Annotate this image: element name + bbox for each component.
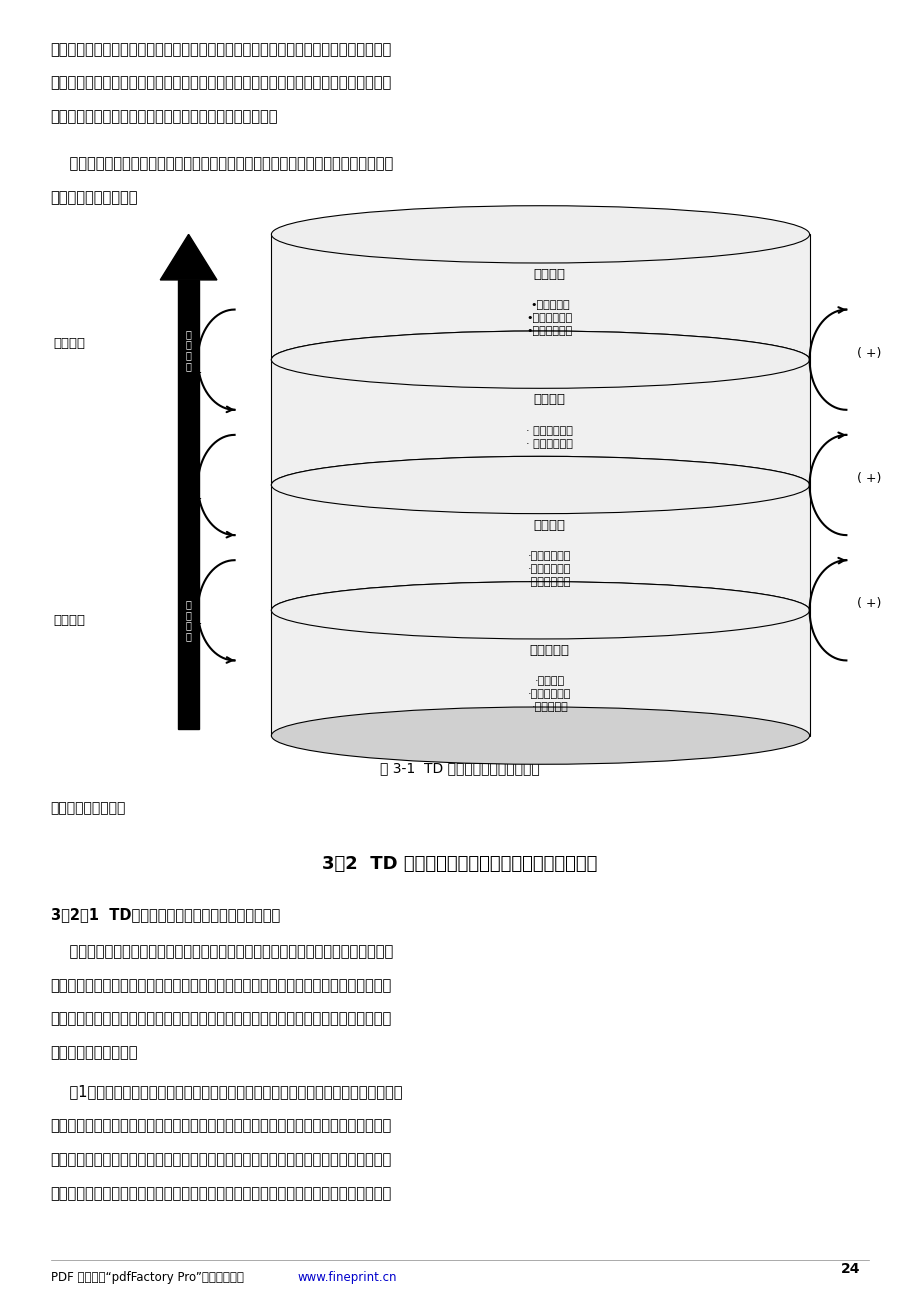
Text: 内部流程: 内部流程 — [533, 518, 565, 531]
Text: 结
果
导
向: 结 果 导 向 — [186, 328, 191, 371]
Text: www.fineprint.cn: www.fineprint.cn — [297, 1271, 396, 1284]
Text: 3．2  TD 医院平衡计分卡绩效评价指标体系的构建: 3．2 TD 医院平衡计分卡绩效评价指标体系的构建 — [322, 855, 597, 874]
FancyBboxPatch shape — [271, 486, 809, 611]
Text: ( +): ( +) — [857, 473, 880, 484]
Text: · 医务成本控制
· 医务收入比例: · 医务成本控制 · 医务收入比例 — [526, 426, 573, 449]
Ellipse shape — [271, 331, 809, 388]
Text: 现行指标: 现行指标 — [53, 613, 85, 626]
FancyBboxPatch shape — [271, 611, 809, 736]
Text: ·学科建设
·人才梯队建设
·员工满意度: ·学科建设 ·人才梯队建设 ·员工满意度 — [528, 677, 571, 712]
Text: ·医疗质量改善
·服务流程改善
·绩效评价体制: ·医疗质量改善 ·服务流程改善 ·绩效评价体制 — [528, 551, 571, 587]
Text: 衡计分卡管理的案例中，很多组织没有取得预期的效果。在平衡计分卡实际应用当中要结: 衡计分卡管理的案例中，很多组织没有取得预期的效果。在平衡计分卡实际应用当中要结 — [51, 978, 391, 993]
Text: ( +: ( + — [183, 617, 203, 630]
Text: 图 3-1  TD 医院平衡计分卡战略地图: 图 3-1 TD 医院平衡计分卡战略地图 — [380, 762, 539, 776]
Text: ( +: ( + — [183, 366, 203, 379]
Text: 24: 24 — [840, 1262, 859, 1276]
Text: •患者满意度
•患者平均费用
•医院品牌价值: •患者满意度 •患者平均费用 •医院品牌价值 — [526, 301, 573, 336]
Text: 工中层层分解，将战略转化为每个人的日常工作，使各部门的目标和员工的个人目标都是: 工中层层分解，将战略转化为每个人的日常工作，使各部门的目标和员工的个人目标都是 — [51, 1152, 391, 1168]
Text: 过
程
导
向: 过 程 导 向 — [186, 599, 191, 642]
Ellipse shape — [271, 582, 809, 639]
Text: 自身的不断发展壮大。: 自身的不断发展壮大。 — [51, 190, 138, 206]
Text: 资料来源：作者编制: 资料来源：作者编制 — [51, 801, 126, 815]
Text: 学习与创新: 学习与创新 — [529, 644, 569, 658]
Ellipse shape — [271, 206, 809, 263]
Text: 它的主要功能是将医院的战略目标渗透到医院管理的各个环节，在医院内部各部门以及员: 它的主要功能是将医院的战略目标渗透到医院管理的各个环节，在医院内部各部门以及员 — [51, 1118, 391, 1134]
Text: ( +): ( +) — [857, 346, 880, 359]
Ellipse shape — [271, 582, 809, 639]
Text: 后向指标: 后向指标 — [53, 337, 85, 350]
Text: 点关注医院如何通过内部财务运营为社会创造更多的价值。: 点关注医院如何通过内部财务运营为社会创造更多的价值。 — [51, 109, 278, 125]
Text: 围绕着整个医院整体的战略目标展开的。但是这要求医院的长期战略目标能够被分解成短: 围绕着整个医院整体的战略目标展开的。但是这要求医院的长期战略目标能够被分解成短 — [51, 1186, 391, 1202]
Text: ( +): ( +) — [857, 598, 880, 611]
Text: 主要关注医院的品牌形象和辐射能力以及内、外部环境对医院工作的评价；财务维度则重: 主要关注医院的品牌形象和辐射能力以及内、外部环境对医院工作的评价；财务维度则重 — [51, 76, 391, 91]
FancyBboxPatch shape — [271, 359, 809, 486]
Text: 响；内部管理维度主要关注不同科室的质量和效率、流程梳理能力和服务能力；客户维度: 响；内部管理维度主要关注不同科室的质量和效率、流程梳理能力和服务能力；客户维度 — [51, 42, 391, 57]
Text: 备以下几个前提条件：: 备以下几个前提条件： — [51, 1046, 138, 1061]
FancyBboxPatch shape — [178, 280, 199, 729]
Ellipse shape — [271, 457, 809, 514]
Text: 财务维度: 财务维度 — [533, 393, 565, 406]
Text: 四个维度构成价值循环体系，实现价值创新和满足社会公益性的需要，同时实现医院: 四个维度构成价值循环体系，实现价值创新和满足社会公益性的需要，同时实现医院 — [51, 156, 392, 172]
Ellipse shape — [271, 707, 809, 764]
FancyBboxPatch shape — [271, 234, 809, 359]
Ellipse shape — [271, 331, 809, 388]
Text: 3．2．1  TD医院实施平衡计分卡绩效管理前提条件: 3．2．1 TD医院实施平衡计分卡绩效管理前提条件 — [51, 907, 279, 923]
Text: PDF 文件使用“pdfFactory Pro”试用版本创建: PDF 文件使用“pdfFactory Pro”试用版本创建 — [51, 1271, 244, 1284]
Text: ( +: ( + — [183, 492, 203, 504]
Text: 客户维度: 客户维度 — [533, 268, 565, 281]
Polygon shape — [160, 234, 217, 280]
Text: 合本单位的实际情况区地制宜地制定平衡计分卡，医院在应用平衡计分卡的时候一定要具: 合本单位的实际情况区地制宜地制定平衡计分卡，医院在应用平衡计分卡的时候一定要具 — [51, 1012, 391, 1027]
Ellipse shape — [271, 457, 809, 514]
Text: 平衡计分卡的应用不能简单的照搬理论或者其他组织的实施案例，以往的组织实施平: 平衡计分卡的应用不能简单的照搬理论或者其他组织的实施案例，以往的组织实施平 — [51, 944, 392, 960]
Text: （1）医院要有明确的定位，制定明确的战略目标。平衡计分卡是一个战略管理工具，: （1）医院要有明确的定位，制定明确的战略目标。平衡计分卡是一个战略管理工具， — [51, 1085, 402, 1100]
